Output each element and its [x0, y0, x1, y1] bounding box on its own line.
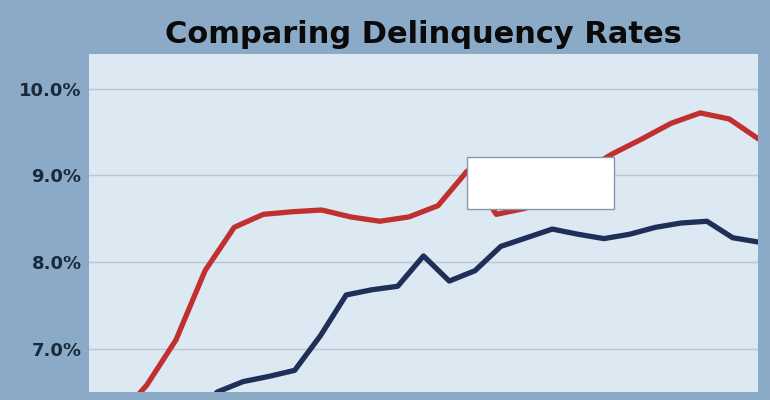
Bar	[467, 157, 614, 210]
Title: Comparing Delinquency Rates: Comparing Delinquency Rates	[165, 20, 682, 49]
